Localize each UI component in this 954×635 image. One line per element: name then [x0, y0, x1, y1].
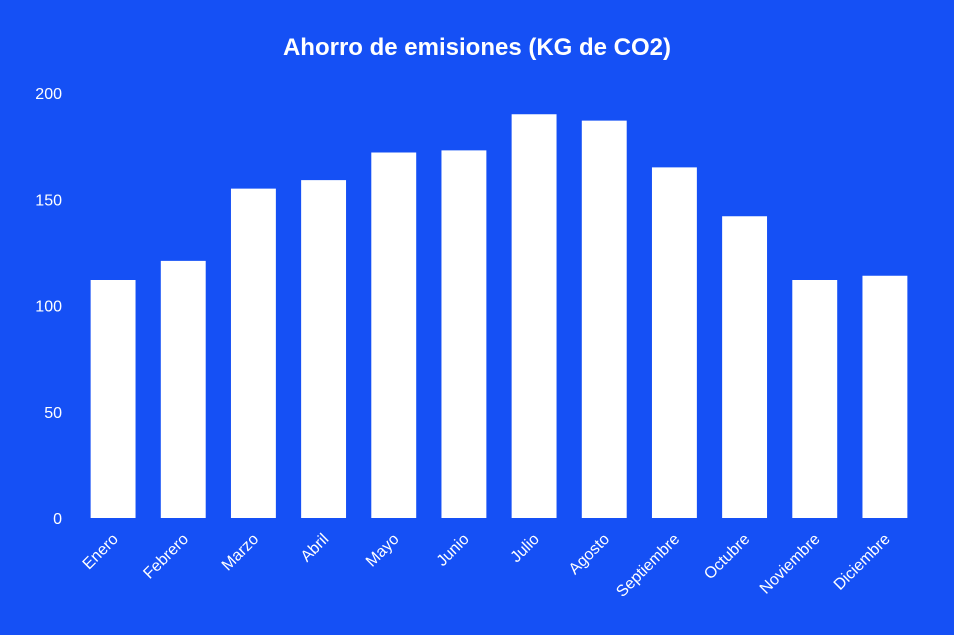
bar-enero: [90, 280, 136, 518]
bar-febrero: [160, 260, 206, 518]
x-tick-label: Marzo: [219, 531, 263, 575]
y-tick-label: 200: [35, 86, 62, 103]
bars: [90, 114, 908, 518]
x-tick-label: Junio: [434, 531, 473, 570]
x-tick-label: Mayo: [363, 531, 403, 571]
x-tick-label: Abril: [298, 531, 333, 566]
bar-septiembre: [651, 167, 697, 518]
bar-noviembre: [792, 280, 838, 518]
bar-junio: [441, 150, 487, 518]
bar-octubre: [722, 216, 768, 518]
y-tick-label: 50: [44, 405, 62, 422]
y-tick-label: 100: [35, 299, 62, 316]
x-tick-label: Febrero: [140, 531, 192, 583]
bar-abril: [301, 180, 347, 518]
x-tick-label: Diciembre: [831, 531, 894, 594]
y-tick-label: 150: [35, 192, 62, 209]
x-axis: Enero Febrero Marzo Abril Mayo Junio Julio Agos…: [80, 531, 894, 601]
y-tick-label: 0: [53, 511, 62, 528]
bar-marzo: [230, 188, 276, 518]
chart-title: Ahorro de emisiones (KG de CO2): [283, 34, 671, 61]
bar-julio: [511, 114, 557, 518]
x-tick-label: Septiembre: [613, 531, 683, 601]
bar-agosto: [581, 120, 627, 518]
x-tick-label: Noviembre: [757, 531, 824, 598]
x-tick-label: Octubre: [701, 531, 753, 583]
bar-mayo: [371, 152, 417, 518]
bar-diciembre: [862, 275, 908, 518]
x-tick-label: Agosto: [566, 531, 613, 578]
x-tick-label: Julio: [508, 531, 543, 566]
y-axis: 0 50 100 150 200: [35, 86, 62, 528]
x-tick-label: Enero: [80, 531, 122, 573]
